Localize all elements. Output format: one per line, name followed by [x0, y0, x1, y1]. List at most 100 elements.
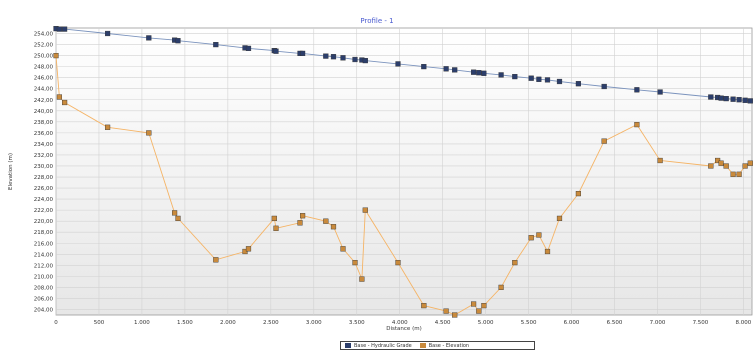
data-point-hydraulic-grade — [544, 77, 551, 83]
data-point-hydraulic-grade — [718, 95, 724, 101]
data-point-hydraulic-grade — [747, 98, 753, 104]
data-point-hydraulic-grade — [657, 89, 663, 95]
data-point-hydraulic-grade — [528, 75, 534, 81]
data-point-elevation — [300, 213, 306, 219]
data-point-elevation — [297, 220, 303, 226]
data-point-elevation — [245, 246, 252, 252]
data-point-elevation — [171, 210, 178, 216]
data-point-elevation — [443, 308, 449, 314]
data-point-elevation — [657, 157, 663, 164]
x-tick-label: 4.000 — [392, 320, 408, 326]
data-point-hydraulic-grade — [536, 76, 542, 82]
x-tick-label: 7.500 — [693, 320, 709, 326]
data-point-hydraulic-grade — [421, 63, 427, 70]
y-tick-label: 248,00 — [34, 65, 54, 71]
data-point-hydraulic-grade — [708, 94, 714, 100]
y-tick-label: 216,00 — [34, 241, 54, 247]
data-point-elevation — [747, 160, 753, 166]
legend-swatch-hydraulic-grade — [345, 343, 351, 348]
y-tick-label: 254,00 — [34, 32, 54, 38]
data-point-hydraulic-grade — [443, 66, 449, 72]
data-point-elevation — [471, 301, 477, 307]
data-point-hydraulic-grade — [601, 83, 607, 90]
x-tick-label: 3.000 — [306, 320, 322, 326]
data-point-hydraulic-grade — [452, 67, 458, 73]
y-tick-label: 214,00 — [34, 252, 54, 258]
data-point-elevation — [62, 99, 68, 106]
data-point-hydraulic-grade — [730, 96, 736, 102]
data-point-elevation — [271, 215, 277, 222]
x-tick-label: 2.500 — [263, 320, 279, 326]
data-point-hydraulic-grade — [175, 38, 181, 44]
x-axis-label: Distance (m) — [386, 326, 421, 332]
data-point-hydraulic-grade — [634, 87, 640, 93]
legend-label-elevation: Base - Elevation — [428, 342, 470, 349]
data-point-hydraulic-grade — [556, 78, 563, 85]
data-point-elevation — [395, 260, 401, 266]
data-point-elevation — [421, 303, 427, 309]
x-tick-label: 0 — [54, 320, 58, 326]
data-point-elevation — [273, 225, 279, 231]
data-point-elevation — [718, 160, 724, 166]
data-point-elevation — [512, 260, 518, 266]
data-point-hydraulic-grade — [395, 61, 401, 67]
data-point-elevation — [352, 260, 358, 266]
data-point-elevation — [575, 190, 582, 197]
x-tick-label: 6.000 — [564, 320, 580, 326]
legend-item-elevation: Base - Elevation — [419, 342, 470, 349]
y-tick-label: 220,00 — [34, 219, 54, 225]
y-tick-label: 208,00 — [34, 285, 54, 291]
data-point-elevation — [544, 248, 551, 255]
y-tick-label: 224,00 — [34, 197, 54, 203]
y-tick-label: 244,00 — [34, 87, 54, 93]
data-point-elevation — [452, 312, 458, 318]
data-point-elevation — [340, 246, 346, 252]
y-tick-label: 238,00 — [34, 120, 54, 126]
data-point-hydraulic-grade — [62, 26, 68, 32]
data-point-elevation — [634, 121, 640, 128]
data-point-elevation — [53, 53, 59, 59]
data-point-hydraulic-grade — [723, 95, 729, 102]
legend-label-hydraulic-grade: Base - Hydraulic Grade — [354, 342, 412, 349]
y-tick-label: 212,00 — [34, 263, 54, 269]
data-point-hydraulic-grade — [56, 26, 63, 32]
x-tick-label: 6.500 — [607, 320, 623, 326]
data-point-elevation — [175, 215, 181, 222]
y-tick-label: 204,00 — [34, 307, 54, 313]
data-point-hydraulic-grade — [323, 53, 329, 59]
data-point-elevation — [146, 130, 152, 136]
x-tick-label: 8.000 — [736, 320, 752, 326]
data-point-elevation — [715, 157, 721, 164]
legend-swatch-elevation — [419, 343, 426, 348]
data-point-hydraulic-grade — [742, 97, 748, 103]
data-point-hydraulic-grade — [352, 56, 358, 63]
data-point-elevation — [498, 284, 504, 291]
x-tick-label: 1.500 — [177, 320, 193, 326]
data-point-hydraulic-grade — [471, 69, 477, 75]
data-point-elevation — [528, 235, 534, 241]
y-tick-label: 234,00 — [34, 142, 54, 148]
data-point-elevation — [213, 257, 219, 263]
x-tick-label: 1.000 — [134, 320, 150, 326]
data-point-elevation — [362, 207, 368, 213]
data-point-elevation — [481, 303, 487, 309]
x-tick-label: 4.500 — [435, 320, 451, 326]
data-point-hydraulic-grade — [498, 72, 504, 78]
y-tick-label: 206,00 — [34, 296, 54, 302]
y-tick-label: 250,00 — [34, 54, 54, 60]
data-point-elevation — [536, 232, 542, 238]
data-point-hydraulic-grade — [245, 45, 252, 52]
data-point-elevation — [323, 218, 329, 224]
data-point-elevation — [56, 94, 63, 100]
data-point-elevation — [736, 171, 742, 177]
data-point-elevation — [330, 224, 337, 230]
y-tick-label: 226,00 — [34, 186, 54, 192]
data-point-hydraulic-grade — [575, 81, 582, 87]
x-tick-label: 5.500 — [521, 320, 537, 326]
chart-title: Profile - 1 — [360, 17, 394, 25]
data-point-elevation — [708, 163, 714, 169]
y-tick-label: 222,00 — [34, 208, 54, 214]
data-point-hydraulic-grade — [273, 48, 279, 54]
